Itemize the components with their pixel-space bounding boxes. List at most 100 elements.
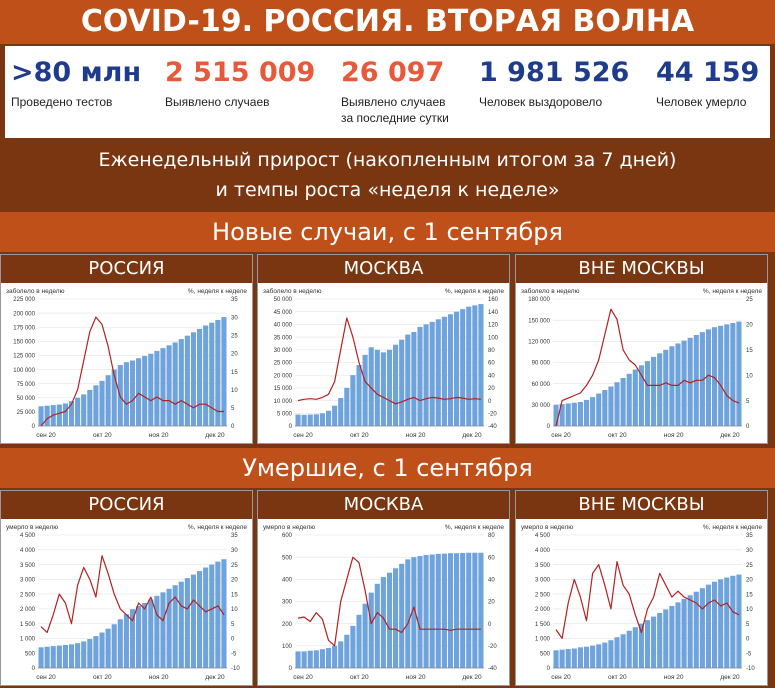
- x-tick-label: ноя 20: [664, 674, 684, 681]
- y-tick-label: 5 000: [277, 412, 293, 418]
- x-tick-label: сен 20: [551, 674, 571, 681]
- stat-value: 26 097: [341, 57, 445, 88]
- bar: [350, 625, 356, 668]
- x-tick-label: ноя 20: [664, 432, 684, 439]
- bar: [344, 634, 350, 668]
- bar: [447, 314, 454, 426]
- weekly-growth-banner: Еженедельный прирост (накопленным итогом…: [0, 140, 775, 209]
- growth-rate-line: [297, 556, 481, 647]
- chart-panel: МОСКВА умерло в неделю %, неделя к неделе…: [257, 490, 510, 686]
- chart-svg: умерло в неделю %, неделя к неделе 0 500 1 0…: [6, 524, 247, 681]
- x-tick-label: дек 20: [462, 432, 482, 439]
- bar: [620, 378, 626, 426]
- bar: [136, 605, 142, 668]
- chart-svg: заболело в неделю %, неделя к неделе 0 25 0…: [6, 287, 247, 439]
- bar: [608, 640, 614, 668]
- y-tick-label: 90 000: [532, 361, 551, 367]
- bar: [160, 348, 166, 426]
- left-axis-label: умерло в неделю: [263, 524, 315, 531]
- x-tick-label: окт 20: [608, 674, 627, 681]
- y-tick-label: 75 000: [17, 382, 36, 388]
- y-tick-label: 150 000: [13, 340, 35, 346]
- bar: [651, 616, 657, 668]
- bar: [553, 650, 559, 668]
- y-tick-label: 25 000: [17, 410, 36, 416]
- stat-tests: >80 млн Проведено тестов: [11, 46, 141, 138]
- bar: [657, 353, 663, 426]
- bar: [705, 329, 712, 426]
- y-tick-label: 3 000: [20, 578, 36, 584]
- bar: [99, 632, 105, 668]
- bar: [209, 564, 215, 668]
- bar: [614, 637, 620, 668]
- bar: [644, 361, 651, 426]
- bar: [687, 337, 693, 426]
- y-tick-label: 2 500: [20, 592, 36, 598]
- bar: [478, 304, 484, 426]
- y2-tick-label: 40: [488, 578, 495, 584]
- x-tick-label: ноя 20: [149, 432, 169, 439]
- y-tick-label: 225 000: [13, 297, 35, 303]
- y-tick-label: 300: [282, 600, 293, 606]
- y2-tick-label: 80: [488, 348, 495, 354]
- bar: [602, 642, 608, 668]
- bar: [736, 321, 742, 426]
- y2-tick-label: -10: [746, 666, 755, 672]
- bar: [693, 591, 699, 668]
- y2-tick-label: 5: [746, 622, 750, 628]
- bar: [81, 394, 87, 426]
- bar: [123, 614, 129, 668]
- y-tick-label: 180 000: [528, 297, 550, 303]
- stat-daily-cases: 26 097 Выявлено случаев за последние сут…: [341, 46, 449, 138]
- bar: [644, 620, 651, 668]
- y-tick-label: 400: [282, 578, 293, 584]
- bar: [319, 413, 325, 426]
- bar: [681, 598, 687, 668]
- bar: [75, 643, 81, 668]
- y-tick-label: 2 000: [535, 607, 551, 613]
- bar: [111, 369, 117, 426]
- stat-label: Выявлено случаев: [165, 95, 270, 109]
- bar: [687, 595, 693, 668]
- y2-tick-label: 40: [488, 373, 495, 379]
- y-tick-label: 500: [540, 651, 551, 657]
- y-tick-label: 2 500: [535, 592, 551, 598]
- y-tick-label: 150 000: [528, 318, 550, 324]
- y2-tick-label: 15: [746, 348, 753, 354]
- stats-panel: >80 млн Проведено тестов 2 515 009 Выявл…: [5, 46, 770, 138]
- y-tick-label: 20 000: [274, 373, 293, 379]
- y2-tick-label: 20: [488, 600, 495, 606]
- bar: [638, 623, 644, 668]
- y2-tick-label: 10: [746, 607, 753, 613]
- bar: [68, 644, 75, 668]
- bar: [81, 641, 87, 668]
- bar: [166, 345, 172, 426]
- bar: [386, 349, 393, 426]
- bar: [332, 405, 338, 426]
- y2-tick-label: 0: [231, 424, 235, 430]
- bar: [460, 309, 466, 426]
- bar: [99, 380, 105, 426]
- bar: [374, 583, 380, 668]
- bar: [466, 552, 472, 668]
- x-tick-label: окт 20: [93, 432, 112, 439]
- y-tick-label: 0: [547, 666, 551, 672]
- x-tick-label: ноя 20: [406, 432, 426, 439]
- bar: [190, 574, 197, 668]
- y-tick-label: 2 000: [20, 607, 36, 613]
- stat-value: 44 159: [656, 57, 760, 88]
- bar: [405, 559, 411, 668]
- y-tick-label: 10 000: [274, 399, 293, 405]
- bar: [319, 649, 325, 668]
- y-tick-label: 100: [282, 644, 293, 650]
- bar: [602, 390, 608, 426]
- bar: [669, 346, 675, 426]
- bar: [608, 386, 614, 426]
- y-tick-label: 1 500: [20, 622, 36, 628]
- bar: [197, 571, 203, 668]
- y-tick-label: 100 000: [13, 368, 35, 374]
- y2-tick-label: 20: [488, 386, 495, 392]
- bar: [399, 563, 405, 668]
- bar: [380, 577, 386, 668]
- bar: [393, 568, 399, 668]
